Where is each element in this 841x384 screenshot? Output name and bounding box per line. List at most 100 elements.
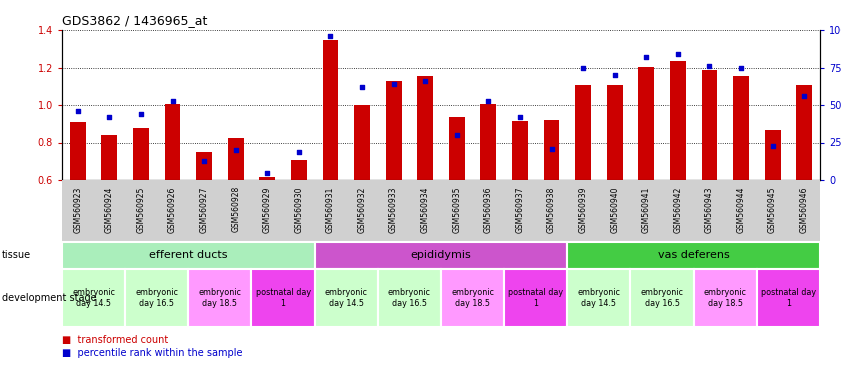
Bar (196, 152, 212, 180)
Bar (694, 269, 757, 327)
Text: GSM560935: GSM560935 (452, 186, 462, 233)
Bar (125, 269, 188, 327)
Text: GSM560927: GSM560927 (199, 186, 209, 233)
Point (482, 98, 495, 104)
Text: embryonic
day 18.5: embryonic day 18.5 (198, 288, 241, 308)
Bar (543, 120, 559, 180)
Text: GSM560926: GSM560926 (168, 186, 177, 233)
Bar (607, 85, 622, 180)
Bar (354, 105, 370, 180)
Text: development stage: development stage (2, 293, 97, 303)
Text: tissue: tissue (2, 250, 31, 260)
Text: vas deferens: vas deferens (658, 250, 729, 260)
Bar (764, 130, 780, 180)
Text: GSM560945: GSM560945 (768, 186, 777, 233)
Point (103, 114, 116, 120)
Bar (315, 269, 378, 327)
Text: embryonic
day 14.5: embryonic day 14.5 (325, 288, 368, 308)
Bar (757, 269, 820, 327)
Bar (315, 242, 568, 269)
Bar (449, 117, 465, 180)
Text: GSM560939: GSM560939 (579, 186, 588, 233)
Bar (631, 269, 694, 327)
Point (135, 111, 148, 117)
Point (387, 81, 400, 87)
Bar (70, 122, 86, 180)
Text: GSM560923: GSM560923 (73, 186, 82, 233)
Text: postnatal day
1: postnatal day 1 (761, 288, 816, 308)
Bar (504, 269, 568, 327)
Text: GSM560946: GSM560946 (800, 186, 809, 233)
Text: embryonic
day 14.5: embryonic day 14.5 (72, 288, 115, 308)
Bar (133, 128, 149, 180)
Text: embryonic
day 18.5: embryonic day 18.5 (451, 288, 494, 308)
Text: embryonic
day 16.5: embryonic day 16.5 (135, 288, 178, 308)
Text: GSM560942: GSM560942 (674, 186, 682, 233)
Point (576, 65, 590, 71)
Point (324, 33, 337, 39)
Text: GSM560924: GSM560924 (105, 186, 114, 233)
Point (166, 98, 179, 104)
Point (419, 78, 432, 84)
Text: GSM560937: GSM560937 (516, 186, 525, 233)
Point (513, 114, 526, 120)
Bar (575, 85, 591, 180)
Bar (62, 269, 125, 327)
Bar (480, 104, 496, 180)
Point (734, 65, 748, 71)
Text: GSM560941: GSM560941 (642, 186, 651, 233)
Text: GSM560930: GSM560930 (294, 186, 304, 233)
Bar (62, 242, 315, 269)
Bar (323, 40, 338, 180)
Point (261, 169, 274, 175)
Text: postnatal day
1: postnatal day 1 (256, 288, 310, 308)
Text: GSM560925: GSM560925 (136, 186, 145, 233)
Bar (188, 269, 251, 327)
Point (608, 72, 621, 78)
Text: GSM560940: GSM560940 (611, 186, 619, 233)
Bar (441, 269, 504, 327)
Point (229, 147, 242, 153)
Bar (378, 269, 441, 327)
Text: GDS3862 / 1436965_at: GDS3862 / 1436965_at (62, 14, 208, 27)
Point (766, 142, 780, 149)
Text: efferent ducts: efferent ducts (149, 250, 228, 260)
Bar (568, 242, 820, 269)
Point (450, 132, 463, 138)
Point (355, 84, 368, 90)
Text: GSM560932: GSM560932 (357, 186, 367, 233)
Point (797, 93, 811, 99)
Bar (568, 269, 631, 327)
Bar (417, 76, 433, 180)
Bar (701, 70, 717, 180)
Bar (733, 76, 749, 180)
Bar (259, 177, 275, 180)
Text: GSM560944: GSM560944 (737, 186, 745, 233)
Point (671, 51, 685, 57)
Bar (386, 81, 401, 180)
Text: embryonic
day 14.5: embryonic day 14.5 (578, 288, 621, 308)
Bar (512, 121, 528, 180)
Text: embryonic
day 16.5: embryonic day 16.5 (641, 288, 684, 308)
Point (639, 54, 653, 60)
Bar (251, 269, 315, 327)
Point (545, 146, 558, 152)
Text: embryonic
day 16.5: embryonic day 16.5 (388, 288, 431, 308)
Text: GSM560934: GSM560934 (420, 186, 430, 233)
Text: GSM560933: GSM560933 (389, 186, 398, 233)
Text: GSM560943: GSM560943 (705, 186, 714, 233)
Text: embryonic
day 18.5: embryonic day 18.5 (704, 288, 747, 308)
Bar (291, 160, 307, 180)
Text: ■  percentile rank within the sample: ■ percentile rank within the sample (62, 348, 242, 358)
Point (71, 108, 84, 114)
Text: GSM560936: GSM560936 (484, 186, 493, 233)
Text: ■  transformed count: ■ transformed count (62, 335, 168, 345)
Text: GSM560929: GSM560929 (262, 186, 272, 233)
Text: GSM560928: GSM560928 (231, 186, 241, 232)
Point (703, 63, 717, 69)
Text: GSM560931: GSM560931 (326, 186, 335, 233)
Text: postnatal day
1: postnatal day 1 (508, 288, 563, 308)
Point (198, 157, 211, 164)
Text: GSM560938: GSM560938 (547, 186, 556, 233)
Bar (638, 66, 654, 180)
